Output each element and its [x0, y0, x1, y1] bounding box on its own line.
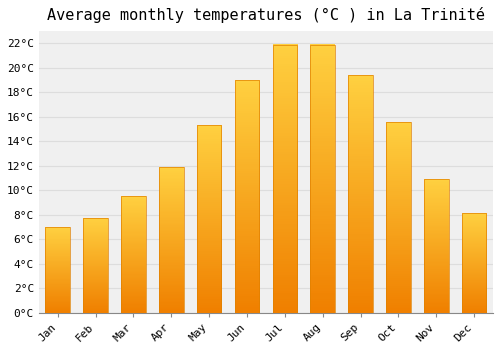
Bar	[272, 44, 297, 313]
Bar	[197, 125, 222, 313]
Bar	[310, 44, 335, 313]
Bar	[424, 179, 448, 313]
Bar	[159, 167, 184, 313]
Bar	[121, 196, 146, 313]
Bar	[46, 227, 70, 313]
Bar	[348, 75, 373, 313]
Bar	[462, 214, 486, 313]
Bar	[84, 218, 108, 313]
Title: Average monthly temperatures (°C ) in La Trinité: Average monthly temperatures (°C ) in La…	[47, 7, 485, 23]
Bar	[386, 122, 410, 313]
Bar	[234, 80, 260, 313]
